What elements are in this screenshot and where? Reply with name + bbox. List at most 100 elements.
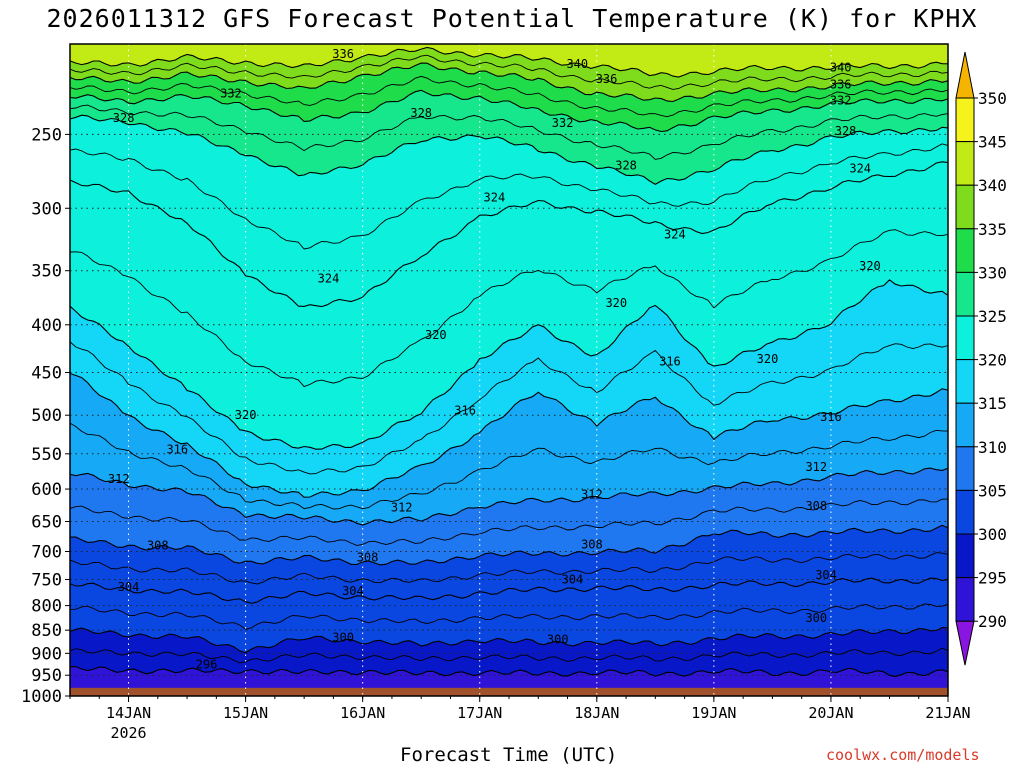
contour-label: 296 (196, 657, 218, 671)
contour-label: 328 (835, 124, 857, 138)
colorbar-tick-label: 340 (978, 176, 1007, 195)
x-tick-label: 14JAN (106, 704, 151, 722)
x-tick-label: 21JAN (925, 704, 970, 722)
contour-324 (69, 161, 949, 308)
colorbar-tick-label: 290 (978, 612, 1007, 631)
colorbar-box-350 (955, 97, 975, 143)
contour-label: 328 (615, 159, 637, 173)
y-tick-label: 400 (31, 316, 62, 336)
contour-label: 320 (605, 296, 627, 310)
contour-310 (69, 498, 949, 546)
contour-lines (69, 46, 949, 678)
contour-320 (69, 279, 949, 450)
contour-label: 312 (805, 460, 827, 474)
contour-label: 312 (391, 501, 413, 515)
contour-label: 308 (147, 539, 169, 553)
contour-label: 320 (757, 352, 779, 366)
contour-340 (69, 46, 949, 78)
contour-308 (70, 524, 949, 566)
colorbar-tick-label: 325 (978, 307, 1007, 326)
fill-above-340 (70, 44, 948, 77)
contour-298 (69, 647, 949, 664)
contour-338 (69, 54, 949, 90)
contour-label: 300 (805, 611, 827, 625)
contour-328 (69, 114, 949, 186)
contour-330 (69, 104, 949, 160)
contour-306 (69, 552, 949, 585)
chart-title: 2026011312 GFS Forecast Potential Temper… (46, 4, 978, 33)
colorbar-tick-label: 350 (978, 89, 1007, 108)
colorbar-tick-label: 320 (978, 351, 1007, 370)
colorbar-bottom-arrow (955, 620, 975, 666)
contour-label: 304 (815, 568, 837, 582)
colorbar-tick-label: 345 (978, 133, 1007, 152)
colorbar-box-320 (955, 359, 975, 404)
colorbar-box-300 (955, 533, 975, 579)
contour-314 (69, 422, 949, 510)
colorbar-tick-label: 295 (978, 569, 1007, 588)
y-tick-label: 1000 (21, 687, 62, 707)
contour-316 (69, 372, 949, 498)
x-axis-label: Forecast Time (UTC) (400, 744, 618, 766)
contour-312 (69, 467, 949, 526)
x-tick-label: 16JAN (340, 704, 385, 722)
contour-326 (69, 143, 949, 250)
colorbar-box-315 (955, 402, 975, 448)
contour-label: 328 (113, 111, 135, 125)
contour-label: 308 (805, 499, 827, 513)
colorbar-tick-label: 310 (978, 438, 1007, 457)
contour-label: 304 (118, 580, 140, 594)
contour-label: 324 (318, 272, 340, 286)
colorbar-box-310 (955, 446, 975, 491)
contour-label: 316 (166, 442, 188, 456)
colorbar-tick-label: 305 (978, 481, 1007, 500)
x-tick-label: 18JAN (574, 704, 619, 722)
contour-322 (69, 229, 949, 388)
y-tick-label: 850 (31, 621, 62, 641)
contour-318 (69, 341, 949, 475)
contour-label: 316 (659, 355, 681, 369)
contour-label: 324 (484, 190, 506, 204)
contour-304 (69, 577, 949, 604)
colorbar-tick-label: 335 (978, 220, 1007, 239)
contour-label: 328 (410, 106, 432, 120)
contour-296 (70, 666, 949, 678)
contour-label: 316 (820, 410, 842, 424)
contour-336 (69, 62, 949, 103)
ground-surface (70, 687, 948, 696)
contour-label: 308 (357, 550, 379, 564)
filled-contours (70, 44, 948, 696)
contour-label: 332 (220, 87, 242, 101)
contour-label: 300 (547, 633, 569, 647)
y-tick-label: 450 (31, 364, 62, 384)
y-axis: 250 300 350 400 450 500 550 600 650 700 750 800 850 9… (21, 125, 70, 707)
contour-label: 308 (581, 538, 603, 552)
y-tick-label: 650 (31, 512, 62, 532)
contour-label: 324 (664, 227, 686, 241)
y-tick-label: 350 (31, 262, 62, 282)
contour-label: 312 (108, 472, 130, 486)
colorbar-box-340 (955, 184, 975, 230)
x-tick-label: 19JAN (691, 704, 736, 722)
credit-link[interactable]: coolwx.com/models (826, 746, 980, 764)
y-tick-label: 300 (31, 199, 62, 219)
y-tick-label: 500 (31, 406, 62, 426)
y-tick-label: 750 (31, 570, 62, 590)
colorbar-box-345 (955, 141, 975, 186)
y-tick-label: 600 (31, 480, 62, 500)
y-tick-label: 950 (31, 666, 62, 686)
x-tick-label: 20JAN (808, 704, 853, 722)
contour-label: 332 (830, 94, 852, 108)
contour-label: 316 (454, 403, 476, 417)
y-tick-label: 700 (31, 543, 62, 563)
y-tick-label: 800 (31, 597, 62, 617)
colorbar-box-330 (955, 271, 975, 317)
contour-label: 336 (596, 72, 618, 86)
contour-label: 320 (425, 328, 447, 342)
ground-fill (70, 687, 948, 696)
contour-label: 300 (332, 631, 354, 645)
contour-label: 336 (830, 77, 852, 91)
y-tick-label: 900 (31, 644, 62, 664)
y-tick-label: 250 (31, 125, 62, 145)
